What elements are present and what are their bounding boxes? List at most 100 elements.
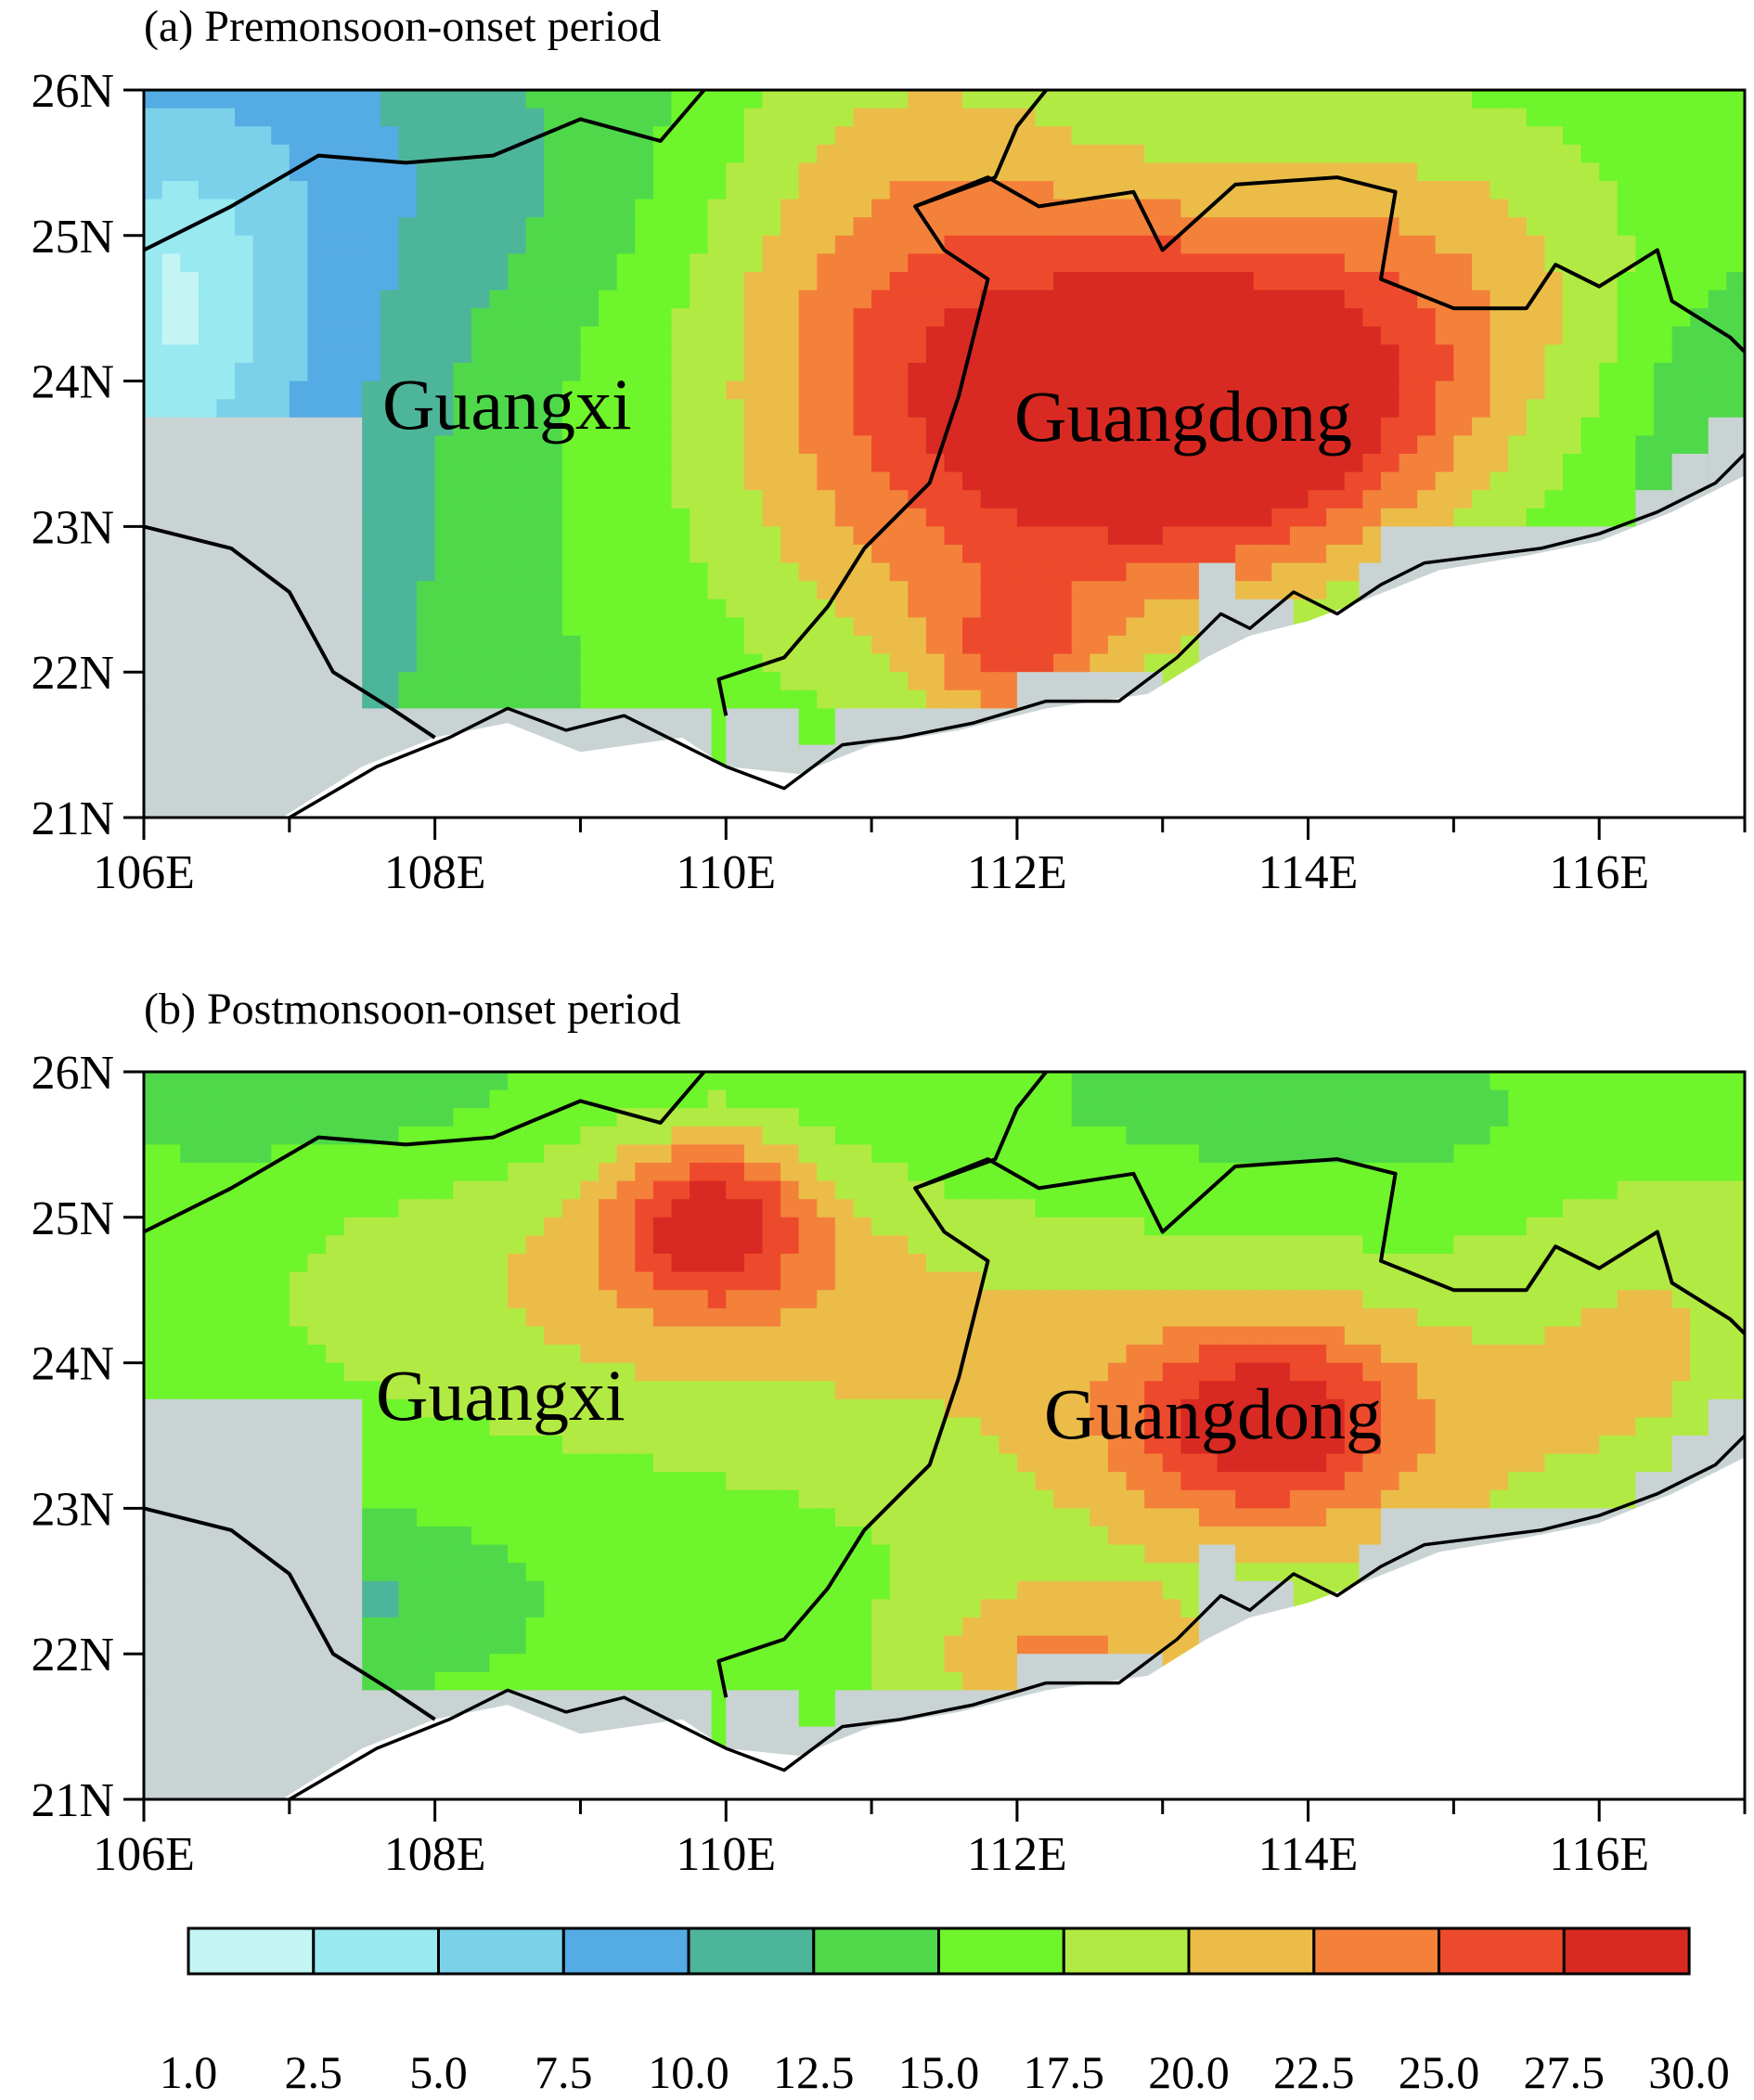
- contour-cell: [871, 435, 891, 455]
- contour-cell: [1198, 1271, 1219, 1291]
- contour-cell: [635, 326, 654, 346]
- contour-cell: [580, 290, 600, 309]
- contour-cell: [1016, 1144, 1037, 1164]
- contour-cell: [544, 1089, 563, 1109]
- contour-cell: [925, 380, 946, 400]
- contour-cell: [1671, 1199, 1691, 1218]
- contour-cell: [1562, 380, 1582, 400]
- contour-cell: [1344, 326, 1364, 346]
- contour-cell: [1508, 235, 1528, 255]
- contour-cell: [1380, 490, 1400, 509]
- contour-cell: [1053, 454, 1073, 473]
- contour-cell: [1708, 1108, 1728, 1127]
- contour-cell: [690, 326, 709, 346]
- contour-cell: [1016, 1072, 1037, 1091]
- contour-cell: [1599, 308, 1619, 328]
- contour-cell: [289, 108, 309, 127]
- contour-cell: [1308, 435, 1327, 455]
- contour-cell: [198, 290, 218, 309]
- contour-cell: [652, 636, 673, 655]
- contour-cell: [780, 581, 800, 600]
- contour-cell: [616, 689, 637, 710]
- contour-cell: [1490, 363, 1509, 382]
- contour-cell: [834, 1254, 855, 1273]
- contour-cell: [580, 1345, 600, 1364]
- contour-cell: [1198, 290, 1219, 309]
- contour-cell: [780, 1290, 800, 1309]
- contour-cell: [1599, 1345, 1619, 1364]
- contour-cell: [707, 508, 728, 528]
- contour-cell: [908, 672, 927, 691]
- contour-cell: [1053, 1072, 1073, 1091]
- contour-cell: [1417, 380, 1437, 400]
- contour-cell: [561, 380, 582, 400]
- contour-cell: [544, 1326, 563, 1346]
- contour-cell: [417, 1235, 436, 1255]
- contour-cell: [962, 599, 982, 619]
- contour-cell: [434, 1180, 455, 1200]
- contour-cell: [1599, 326, 1619, 346]
- contour-cell: [1126, 653, 1145, 673]
- contour-cell: [908, 689, 927, 710]
- contour-cell: [508, 1163, 527, 1182]
- contour-cell: [1180, 1308, 1200, 1328]
- contour-cell: [817, 727, 836, 746]
- contour-cell: [1453, 344, 1473, 364]
- contour-cell: [1326, 1271, 1346, 1291]
- contour-cell: [1071, 344, 1091, 364]
- contour-cell: [1326, 344, 1346, 364]
- contour-cell: [1071, 326, 1091, 346]
- contour-cell: [1471, 235, 1491, 255]
- contour-cell: [726, 380, 745, 400]
- contour-cell: [1344, 144, 1364, 164]
- contour-cell: [235, 1235, 254, 1255]
- contour-cell: [1144, 290, 1164, 309]
- contour-cell: [489, 217, 509, 237]
- contour-cell: [1617, 181, 1637, 200]
- contour-cell: [690, 126, 709, 146]
- contour-cell: [1289, 1290, 1309, 1309]
- contour-cell: [1271, 1308, 1291, 1328]
- contour-cell: [1235, 490, 1255, 509]
- contour-cell: [1035, 1072, 1054, 1091]
- contour-cell: [817, 490, 836, 509]
- contour-cell: [1362, 363, 1382, 382]
- contour-cell: [834, 562, 855, 582]
- contour-cell: [434, 1199, 455, 1218]
- contour-cell: [1508, 1271, 1528, 1291]
- contour-cell: [235, 1326, 254, 1346]
- contour-cell: [326, 126, 345, 146]
- contour-cell: [1144, 417, 1164, 437]
- contour-cell: [1107, 90, 1128, 110]
- contour-cell: [690, 653, 709, 673]
- contour-cell: [743, 1308, 764, 1328]
- contour-cell: [853, 689, 872, 710]
- contour-cell: [1435, 399, 1455, 419]
- contour-cell: [343, 90, 364, 110]
- contour-cell: [1053, 253, 1073, 273]
- contour-cell: [889, 1271, 909, 1291]
- contour-cell: [1071, 290, 1091, 309]
- contour-cell: [1162, 199, 1182, 218]
- contour-cell: [1490, 1126, 1509, 1146]
- contour-cell: [1071, 1180, 1091, 1200]
- contour-cell: [616, 235, 637, 255]
- contour-cell: [817, 545, 836, 564]
- contour-cell: [1526, 1217, 1546, 1237]
- contour-cell: [544, 1290, 563, 1309]
- contour-cell: [726, 1089, 745, 1109]
- contour-cell: [161, 399, 181, 419]
- contour-cell: [1107, 1217, 1128, 1237]
- contour-cell: [1016, 344, 1037, 364]
- contour-cell: [1690, 1326, 1709, 1346]
- contour-cell: [671, 90, 690, 110]
- contour-cell: [453, 1108, 472, 1127]
- contour-cell: [671, 126, 690, 146]
- contour-cell: [1090, 1144, 1109, 1164]
- contour-cell: [1235, 1108, 1255, 1127]
- contour-cell: [962, 417, 982, 437]
- contour-cell: [925, 1180, 946, 1200]
- contour-cell: [690, 417, 709, 437]
- contour-cell: [1653, 108, 1673, 127]
- contour-cell: [434, 1326, 455, 1346]
